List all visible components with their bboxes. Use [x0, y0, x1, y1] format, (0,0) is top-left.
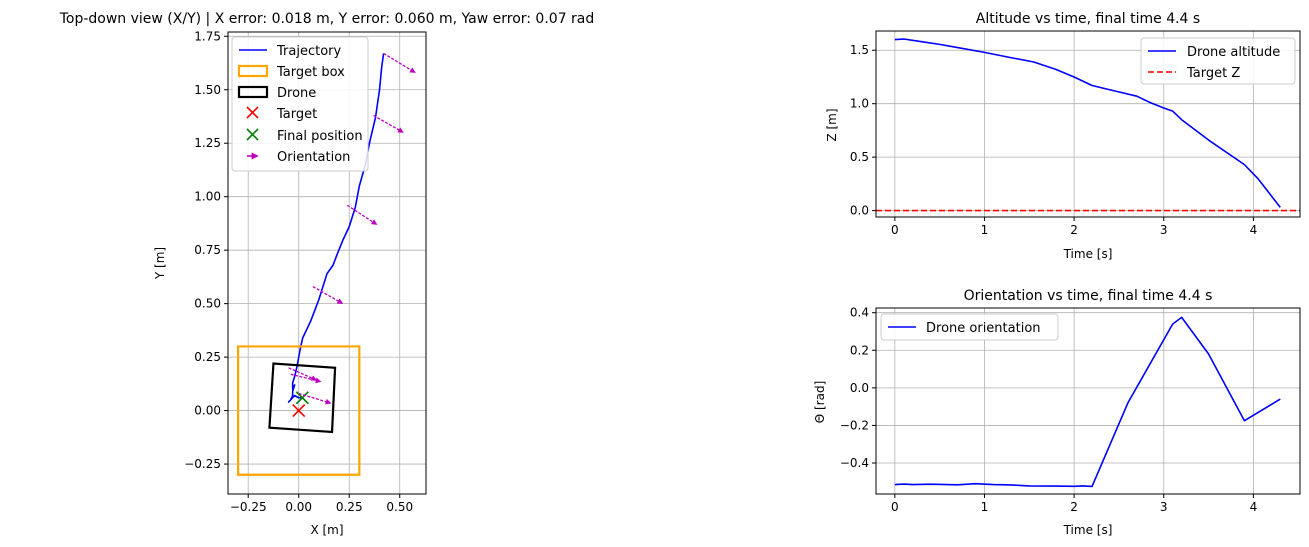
legend-trajectory: Trajectory — [276, 44, 341, 59]
y-tick-label: 0.4 — [850, 306, 869, 320]
y-tick-label: 0.0 — [850, 381, 869, 395]
altitude-xlabel: Time [s] — [1063, 247, 1113, 261]
topdown-xlabel: X [m] — [310, 523, 343, 537]
marker-target — [292, 404, 306, 418]
topdown-legend: Trajectory Target box Drone Target Final… — [231, 36, 369, 172]
series-drone-orientation — [894, 316, 1281, 488]
topdown-ylabel: Y [m] — [153, 247, 167, 280]
y-tick-label: 0.0 — [850, 204, 869, 218]
x-tick-label: 0 — [891, 223, 899, 237]
x-tick-label: 0.50 — [386, 500, 413, 514]
x-tick-label: 2 — [1070, 500, 1078, 514]
x-tick-label: 0.00 — [285, 500, 312, 514]
marker-final-position — [295, 391, 309, 405]
y-tick-label: 1.75 — [194, 29, 221, 43]
topdown-title: Top-down view (X/Y) | X error: 0.018 m, … — [59, 11, 595, 27]
orientation-legend-box — [880, 313, 1059, 341]
series-target-box — [237, 345, 361, 476]
legend-target-box: Target box — [276, 65, 345, 80]
legend-target-box-swatch — [237, 64, 269, 78]
altitude-legend: Drone altitude Target Z — [1140, 37, 1296, 85]
legend-orientation: Orientation — [277, 150, 350, 165]
y-tick-label: 0.2 — [850, 343, 869, 357]
y-tick-label: −0.2 — [840, 418, 869, 432]
orientation-arrow — [290, 373, 322, 384]
orientation-frame — [875, 307, 1301, 495]
series-trajectory — [287, 53, 385, 403]
x-tick-label: 3 — [1160, 223, 1168, 237]
orientation-arrow — [312, 285, 344, 304]
orientation-arrow — [346, 204, 378, 225]
topdown-plot-area — [237, 52, 416, 476]
altitude-plot-area — [876, 38, 1300, 212]
orientation-ylabel: Θ [rad] — [813, 381, 827, 424]
x-tick-label: −0.25 — [230, 500, 267, 514]
series-drone — [268, 362, 337, 434]
orientation-plot-area — [894, 316, 1281, 488]
legend-drone-swatch — [237, 85, 269, 99]
y-tick-label: 1.25 — [194, 136, 221, 150]
y-tick-label: 0.5 — [850, 150, 869, 164]
y-tick-label: 0.75 — [194, 243, 221, 257]
x-tick-label: 1 — [981, 500, 989, 514]
orientation-xlabel: Time [s] — [1063, 523, 1113, 537]
orientation-arrow — [373, 114, 404, 133]
y-tick-label: 0.50 — [194, 297, 221, 311]
altitude-legend-box — [1140, 37, 1296, 85]
y-tick-label: −0.4 — [840, 456, 869, 470]
legend-target-swatch — [246, 106, 259, 119]
orientation-legend: Drone orientation — [880, 313, 1059, 341]
x-tick-label: 4 — [1250, 223, 1258, 237]
legend-final-swatch — [246, 128, 259, 141]
y-tick-label: 0.25 — [194, 350, 221, 364]
legend-final-position: Final position — [277, 129, 363, 144]
altitude-chart: Altitude vs time, final time 4.4 s 0 1 2 3 4… — [825, 11, 1301, 261]
altitude-ticks: 0 1 2 3 4 0.0 0.5 1.0 1.5 — [850, 43, 1257, 237]
x-tick-label: 2 — [1070, 223, 1078, 237]
x-tick-label: 4 — [1250, 500, 1258, 514]
y-tick-label: 1.5 — [850, 43, 869, 57]
y-tick-label: 1.00 — [194, 190, 221, 204]
x-tick-label: 0.25 — [336, 500, 363, 514]
x-tick-label: 1 — [981, 223, 989, 237]
topdown-ticks: −0.25 0.00 0.25 0.50 −0.25 0.00 0.25 0.50 0.75 1.… — [184, 29, 413, 514]
series-drone-altitude — [894, 38, 1281, 208]
legend-target: Target — [276, 107, 317, 122]
y-tick-label: 1.50 — [194, 83, 221, 97]
topdown-chart: Top-down view (X/Y) | X error: 0.018 m, … — [59, 11, 595, 537]
x-tick-label: 3 — [1160, 500, 1168, 514]
legend-target-z: Target Z — [1186, 66, 1240, 81]
y-tick-label: −0.25 — [184, 457, 221, 471]
legend-drone-altitude: Drone altitude — [1187, 45, 1280, 60]
legend-drone: Drone — [277, 86, 316, 101]
orientation-ticks: 0 1 2 3 4 −0.4 −0.2 0.0 0.2 0.4 — [840, 306, 1257, 514]
altitude-ylabel: Z [m] — [825, 108, 839, 141]
legend-drone-orientation: Drone orientation — [926, 321, 1041, 336]
orientation-title: Orientation vs time, final time 4.4 s — [964, 288, 1213, 304]
y-tick-label: 0.00 — [194, 404, 221, 418]
orientation-chart: Orientation vs time, final time 4.4 s 0 1… — [813, 288, 1301, 537]
orientation-arrow — [383, 52, 416, 73]
altitude-title: Altitude vs time, final time 4.4 s — [976, 11, 1200, 27]
x-tick-label: 0 — [891, 500, 899, 514]
altitude-frame — [875, 30, 1301, 218]
orientation-arrow — [298, 392, 332, 405]
y-tick-label: 1.0 — [850, 97, 869, 111]
topdown-frame — [227, 31, 427, 495]
